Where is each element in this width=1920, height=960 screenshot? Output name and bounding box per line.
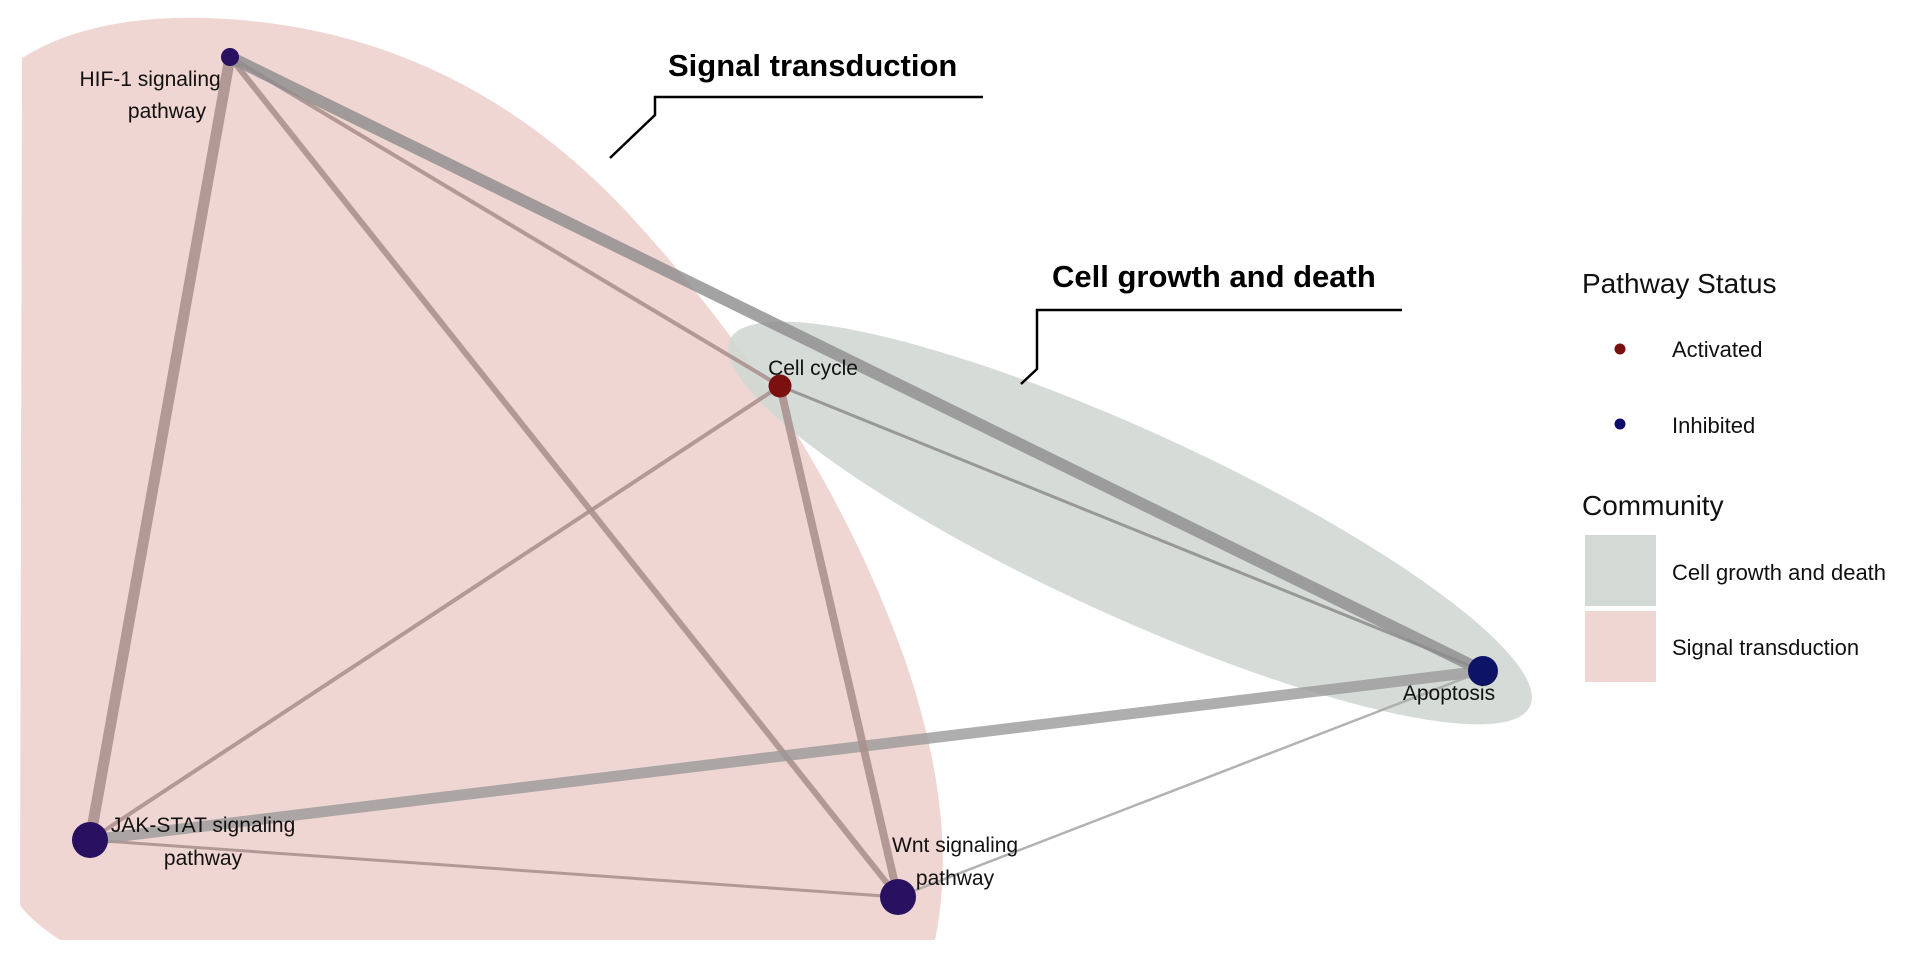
edge-jakstat-wnt (88, 838, 900, 899)
node-label-cellcycle: Cell cycle (768, 357, 858, 380)
node-label-apoptosis: Apoptosis (1403, 682, 1495, 705)
edge-hif1-apoptosis (224, 51, 1489, 677)
legend-cell-growth-label: Cell growth and death (1672, 560, 1886, 585)
node-labels: HIF-1 signaling pathway JAK-STAT signali… (79, 68, 1495, 890)
community-callouts (609, 95, 1402, 385)
edge-cellcycle-apoptosis (778, 384, 1485, 673)
node-label-wnt: Wnt signaling pathway (892, 834, 1024, 890)
node-label-hif1-line1: HIF-1 signaling (79, 68, 220, 91)
callout-line-signal-transduction (609, 95, 983, 159)
community-hull-cell-growth-and-death (728, 321, 1532, 725)
node-hif1[interactable] (221, 48, 239, 66)
legend: Pathway Status Activated Inhibited Commu… (1582, 268, 1886, 682)
legend-cell-growth-swatch (1585, 535, 1656, 606)
edge-wnt-apoptosis (896, 669, 1485, 899)
legend-activated-label: Activated (1672, 337, 1763, 362)
community-hull-signal-transduction (20, 17, 943, 941)
node-apoptosis[interactable] (1468, 656, 1498, 686)
node-label-jakstat-line2: pathway (164, 847, 243, 870)
community-hulls (20, 17, 1532, 941)
network-nodes (72, 48, 1498, 915)
node-label-jakstat-line1: JAK-STAT signaling (111, 814, 295, 837)
network-edges (84, 51, 1489, 901)
callout-line-cell-growth-and-death (1020, 308, 1402, 385)
node-label-wnt-line2: pathway (916, 867, 995, 890)
edge-cellcycle-wnt (776, 382, 902, 901)
callout-title-cell-growth-and-death: Cell growth and death (1052, 259, 1376, 294)
node-jakstat[interactable] (72, 822, 108, 858)
edge-hif1-jakstat (84, 51, 236, 846)
legend-signal-label: Signal transduction (1672, 635, 1859, 660)
legend-inhibited-label: Inhibited (1672, 413, 1755, 438)
legend-status-title: Pathway Status (1582, 268, 1777, 299)
legend-inhibited-swatch (1614, 418, 1626, 430)
legend-signal-swatch (1585, 611, 1656, 682)
edge-hif1-cellcycle (228, 55, 782, 388)
node-cellcycle[interactable] (768, 374, 792, 398)
callout-title-signal-transduction: Signal transduction (668, 48, 957, 83)
node-wnt[interactable] (880, 879, 916, 915)
node-label-hif1: HIF-1 signaling pathway (79, 68, 226, 123)
legend-activated-swatch (1614, 343, 1626, 355)
edge-jakstat-apoptosis (84, 665, 1489, 846)
edge-jakstat-cellcycle (88, 384, 782, 842)
node-label-wnt-line1: Wnt signaling (892, 834, 1018, 857)
legend-community-title: Community (1582, 490, 1724, 521)
node-label-jakstat: JAK-STAT signaling pathway (111, 814, 301, 870)
node-label-hif1-line2: pathway (128, 100, 207, 123)
